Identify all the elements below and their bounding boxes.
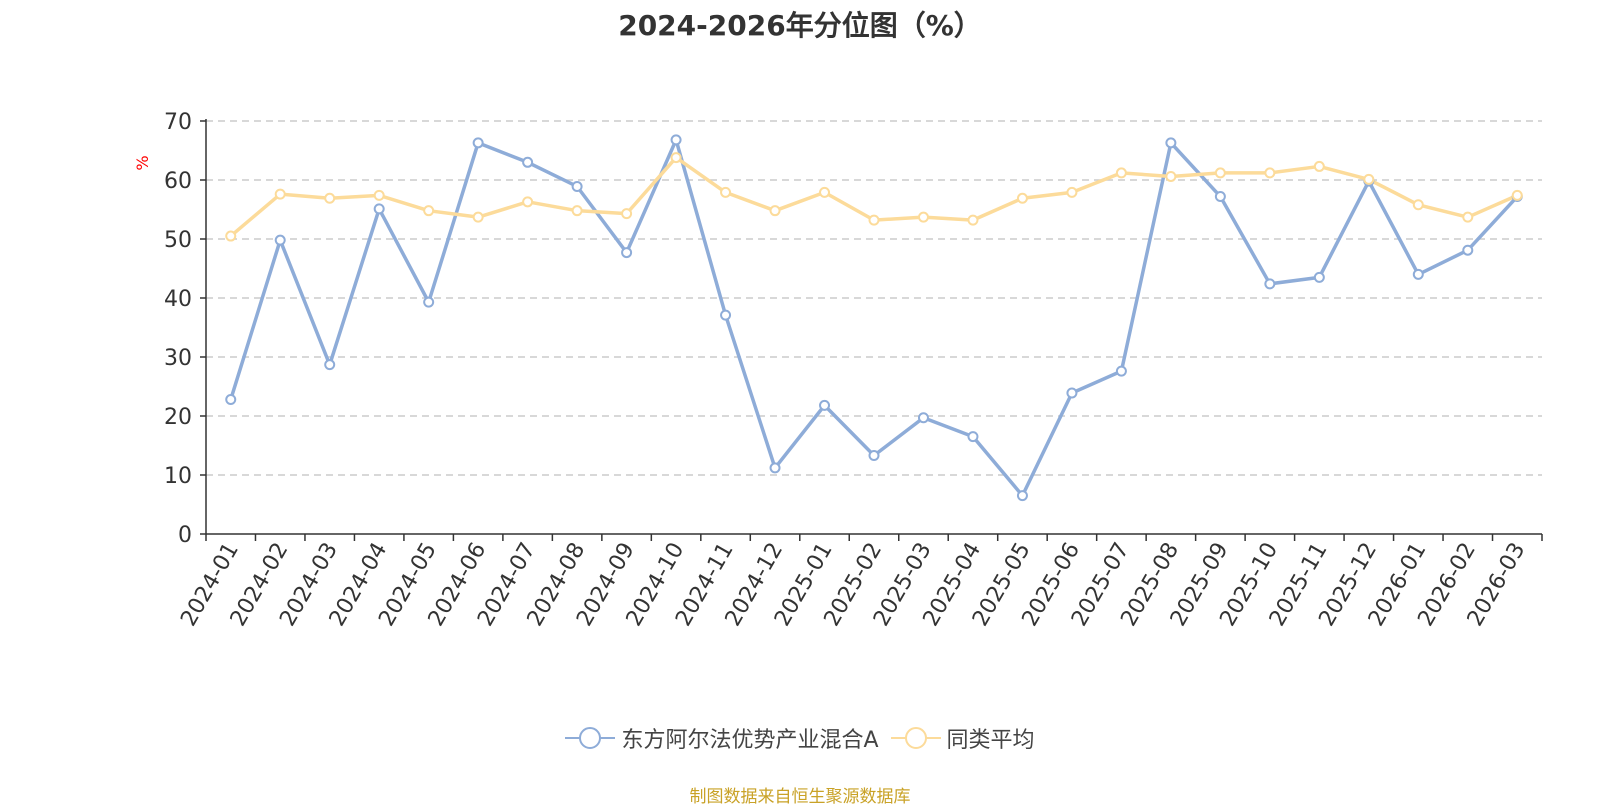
legend-item-fund[interactable]: 东方阿尔法优势产业混合A	[565, 722, 879, 754]
data-point-0[interactable]	[522, 156, 534, 168]
axes: 010203040506070%2024-012024-022024-03202…	[133, 110, 1543, 631]
chart-title: 2024-2026年分位图（%）	[618, 9, 982, 42]
data-point-0[interactable]	[819, 399, 831, 411]
data-point-0[interactable]	[1313, 271, 1325, 283]
data-point-1[interactable]	[225, 230, 237, 242]
data-point-1[interactable]	[720, 186, 732, 198]
data-point-0[interactable]	[1462, 244, 1474, 256]
data-point-0[interactable]	[373, 203, 385, 215]
y-tick-label: 0	[178, 523, 192, 548]
y-tick-label: 30	[164, 346, 192, 371]
data-point-0[interactable]	[324, 359, 336, 371]
data-point-1[interactable]	[1313, 160, 1325, 172]
y-tick-label: 60	[164, 169, 192, 194]
data-point-0[interactable]	[472, 137, 484, 149]
data-point-1[interactable]	[324, 192, 336, 204]
data-point-1[interactable]	[472, 211, 484, 223]
data-point-0[interactable]	[621, 247, 633, 259]
data-point-1[interactable]	[1115, 167, 1127, 179]
data-point-1[interactable]	[522, 196, 534, 208]
data-point-0[interactable]	[769, 462, 781, 474]
data-point-0[interactable]	[967, 431, 979, 443]
data-point-1[interactable]	[917, 211, 929, 223]
data-point-0[interactable]	[1016, 490, 1028, 502]
data-point-1[interactable]	[1412, 199, 1424, 211]
data-point-0[interactable]	[225, 393, 237, 405]
data-point-0[interactable]	[423, 296, 435, 308]
data-point-0[interactable]	[670, 134, 682, 146]
data-point-1[interactable]	[1165, 170, 1177, 182]
data-point-0[interactable]	[720, 309, 732, 321]
data-point-1[interactable]	[1363, 173, 1375, 185]
data-point-0[interactable]	[917, 412, 929, 424]
y-tick-label: 50	[164, 228, 192, 253]
y-tick-label: 40	[164, 287, 192, 312]
legend-swatch-fund	[565, 727, 616, 749]
data-point-1[interactable]	[670, 152, 682, 164]
data-point-1[interactable]	[967, 214, 979, 226]
legend-label-fund: 东方阿尔法优势产业混合A	[621, 728, 879, 753]
data-point-1[interactable]	[423, 205, 435, 217]
data-point-0[interactable]	[571, 180, 583, 192]
data-point-1[interactable]	[1511, 189, 1523, 201]
series	[225, 134, 1523, 502]
data-point-0[interactable]	[868, 450, 880, 462]
data-point-0[interactable]	[1066, 387, 1078, 399]
data-point-1[interactable]	[1066, 186, 1078, 198]
legend-swatch-average	[890, 727, 941, 749]
data-point-1[interactable]	[868, 214, 880, 226]
legend-label-average: 同类平均	[946, 728, 1035, 753]
grid-lines	[206, 120, 1542, 476]
data-point-0[interactable]	[1264, 278, 1276, 290]
data-point-1[interactable]	[621, 208, 633, 220]
data-point-1[interactable]	[819, 186, 831, 198]
data-point-0[interactable]	[1165, 137, 1177, 149]
y-axis-label: %	[133, 155, 152, 170]
data-point-1[interactable]	[1214, 167, 1226, 179]
y-tick-label: 20	[164, 405, 192, 430]
data-point-1[interactable]	[1264, 167, 1276, 179]
legend-item-average[interactable]: 同类平均	[890, 722, 1035, 754]
series-line-0	[229, 138, 1519, 498]
data-point-1[interactable]	[373, 189, 385, 201]
data-point-1[interactable]	[769, 205, 781, 217]
data-point-1[interactable]	[1462, 211, 1474, 223]
data-point-1[interactable]	[274, 188, 286, 200]
data-point-1[interactable]	[1016, 192, 1028, 204]
data-point-0[interactable]	[274, 234, 286, 246]
y-tick-label: 10	[164, 464, 192, 489]
source-note: 制图数据来自恒生聚源数据库	[689, 787, 911, 807]
data-point-0[interactable]	[1214, 191, 1226, 203]
legend: 东方阿尔法优势产业混合A 同类平均	[0, 722, 1600, 754]
y-tick-label: 70	[164, 110, 192, 135]
data-point-1[interactable]	[571, 205, 583, 217]
data-point-0[interactable]	[1115, 365, 1127, 377]
data-point-0[interactable]	[1412, 268, 1424, 280]
